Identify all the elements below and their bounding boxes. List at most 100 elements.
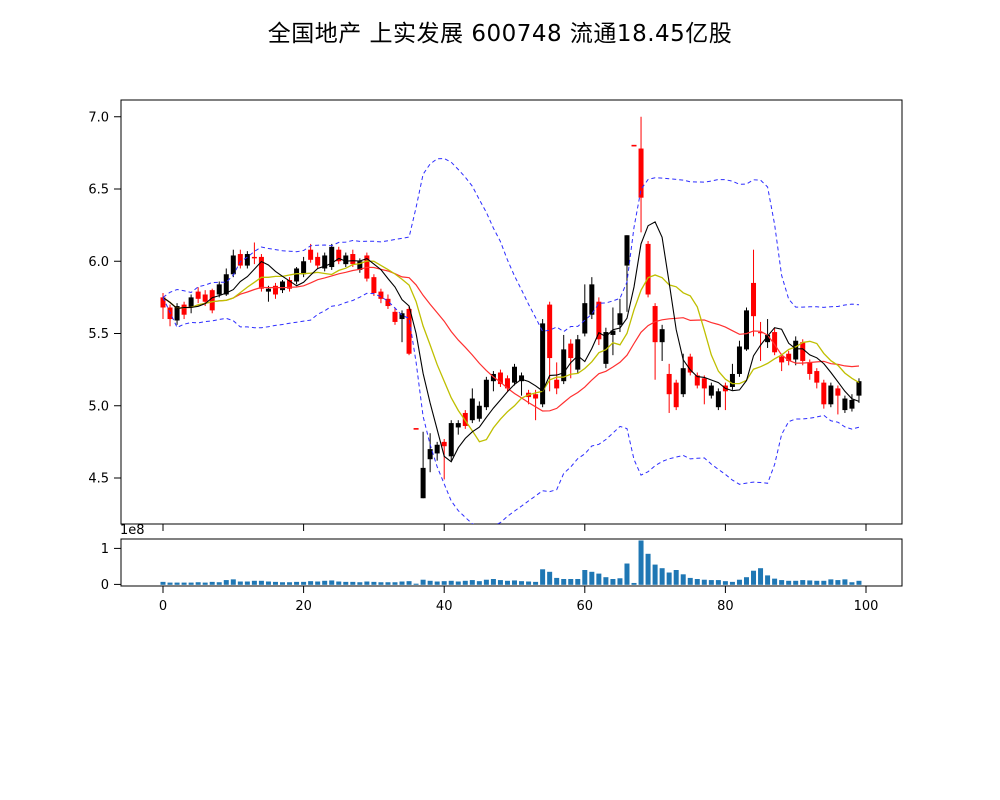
volume-bar <box>751 570 757 585</box>
candle-body <box>272 285 278 295</box>
volume-bar <box>694 579 700 585</box>
bollinger-lower-band <box>162 292 860 524</box>
volume-bar <box>561 579 567 585</box>
volume-bar <box>322 580 328 585</box>
candle-body <box>743 310 749 350</box>
volume-bar <box>336 581 342 585</box>
volume-bar <box>195 582 201 585</box>
volume-bar <box>631 582 637 585</box>
volume-bar <box>490 579 496 585</box>
candle-body <box>301 261 307 275</box>
candle-body <box>673 382 679 408</box>
candle-body <box>715 391 721 408</box>
candle-body <box>385 298 391 307</box>
volume-bar <box>715 580 721 585</box>
volume-bar <box>828 579 834 585</box>
volume-bar <box>216 582 222 585</box>
candle-body <box>265 288 271 292</box>
volume-axis-ticks: 1 0 1e8 <box>101 523 145 593</box>
volume-bar <box>835 580 841 585</box>
volume-bar <box>258 580 264 585</box>
candle-body <box>786 353 792 361</box>
volume-bar <box>512 580 517 585</box>
candle-body <box>343 255 349 265</box>
candle-body <box>708 385 714 396</box>
volume-bar <box>708 580 714 585</box>
candle-body <box>554 379 560 389</box>
candle-body <box>793 340 799 360</box>
volume-bar <box>800 580 806 585</box>
candle-body <box>181 304 187 315</box>
volume-bar <box>596 573 602 585</box>
candle-body <box>476 405 482 419</box>
candle-body <box>842 398 848 411</box>
volume-bar <box>160 581 166 585</box>
volume-bar <box>533 581 539 585</box>
candle-body <box>835 388 841 396</box>
x-tick-label: 40 <box>436 599 453 614</box>
ma20-line <box>162 266 860 412</box>
volume-tick-label: 0 <box>101 578 109 593</box>
volume-bar <box>350 581 356 585</box>
candle-body <box>251 256 257 259</box>
candle-body <box>230 255 236 275</box>
candle-body <box>568 343 574 359</box>
volume-bar <box>610 579 616 585</box>
volume-bar <box>821 580 827 585</box>
volume-bar <box>624 563 630 585</box>
volume-bar <box>736 579 742 585</box>
ma5-line <box>162 221 860 463</box>
candle-body <box>772 332 778 353</box>
candle-body <box>807 362 813 374</box>
volume-bar <box>329 580 335 585</box>
volume-bar <box>364 581 370 585</box>
candle-body <box>244 254 250 266</box>
volume-x-axis: 0 20 40 60 80 100 <box>159 586 878 614</box>
volume-bar <box>230 579 236 585</box>
candle-body <box>547 304 553 359</box>
candle-body <box>308 249 314 260</box>
volume-bar <box>673 570 679 585</box>
volume-bar <box>308 581 314 585</box>
volume-bar <box>287 582 293 585</box>
candle-body <box>519 375 525 382</box>
volume-bar <box>294 581 300 585</box>
volume-bar <box>603 577 609 585</box>
volume-bar <box>167 582 173 585</box>
volume-bar <box>223 580 229 585</box>
candle-body <box>610 330 616 335</box>
candle-body <box>617 313 623 325</box>
candle-body <box>160 297 166 308</box>
price-axis-ticks: 7.0 6.5 6.0 5.5 5.0 4.5 <box>88 110 121 487</box>
candle-body <box>188 297 194 308</box>
candle-body <box>455 423 461 428</box>
candle-body <box>680 368 686 395</box>
volume-pane-frame <box>120 538 903 587</box>
volume-bar <box>385 582 391 585</box>
volume-bar <box>251 580 257 585</box>
volume-bar <box>434 581 440 585</box>
candle-body <box>371 277 377 294</box>
volume-bar <box>849 582 855 585</box>
volume-bar <box>315 581 321 585</box>
candle-body <box>856 381 862 396</box>
candle-body <box>406 308 412 354</box>
candle-body <box>287 280 293 289</box>
volume-bar <box>652 564 658 585</box>
volume-bar <box>280 582 286 585</box>
volume-bar <box>420 579 426 585</box>
volume-bar <box>786 580 792 585</box>
candle-doji-dash <box>631 144 637 147</box>
candle-body <box>434 444 440 454</box>
volume-bar <box>174 582 180 585</box>
candle-body <box>596 301 602 340</box>
candle-body <box>603 332 609 364</box>
candle-body <box>427 449 433 460</box>
volume-bar <box>406 581 412 585</box>
candlesticks <box>160 116 862 499</box>
candle-body <box>533 394 539 399</box>
volume-bar <box>772 578 778 585</box>
candle-body <box>687 356 693 373</box>
candle-body <box>666 373 672 395</box>
